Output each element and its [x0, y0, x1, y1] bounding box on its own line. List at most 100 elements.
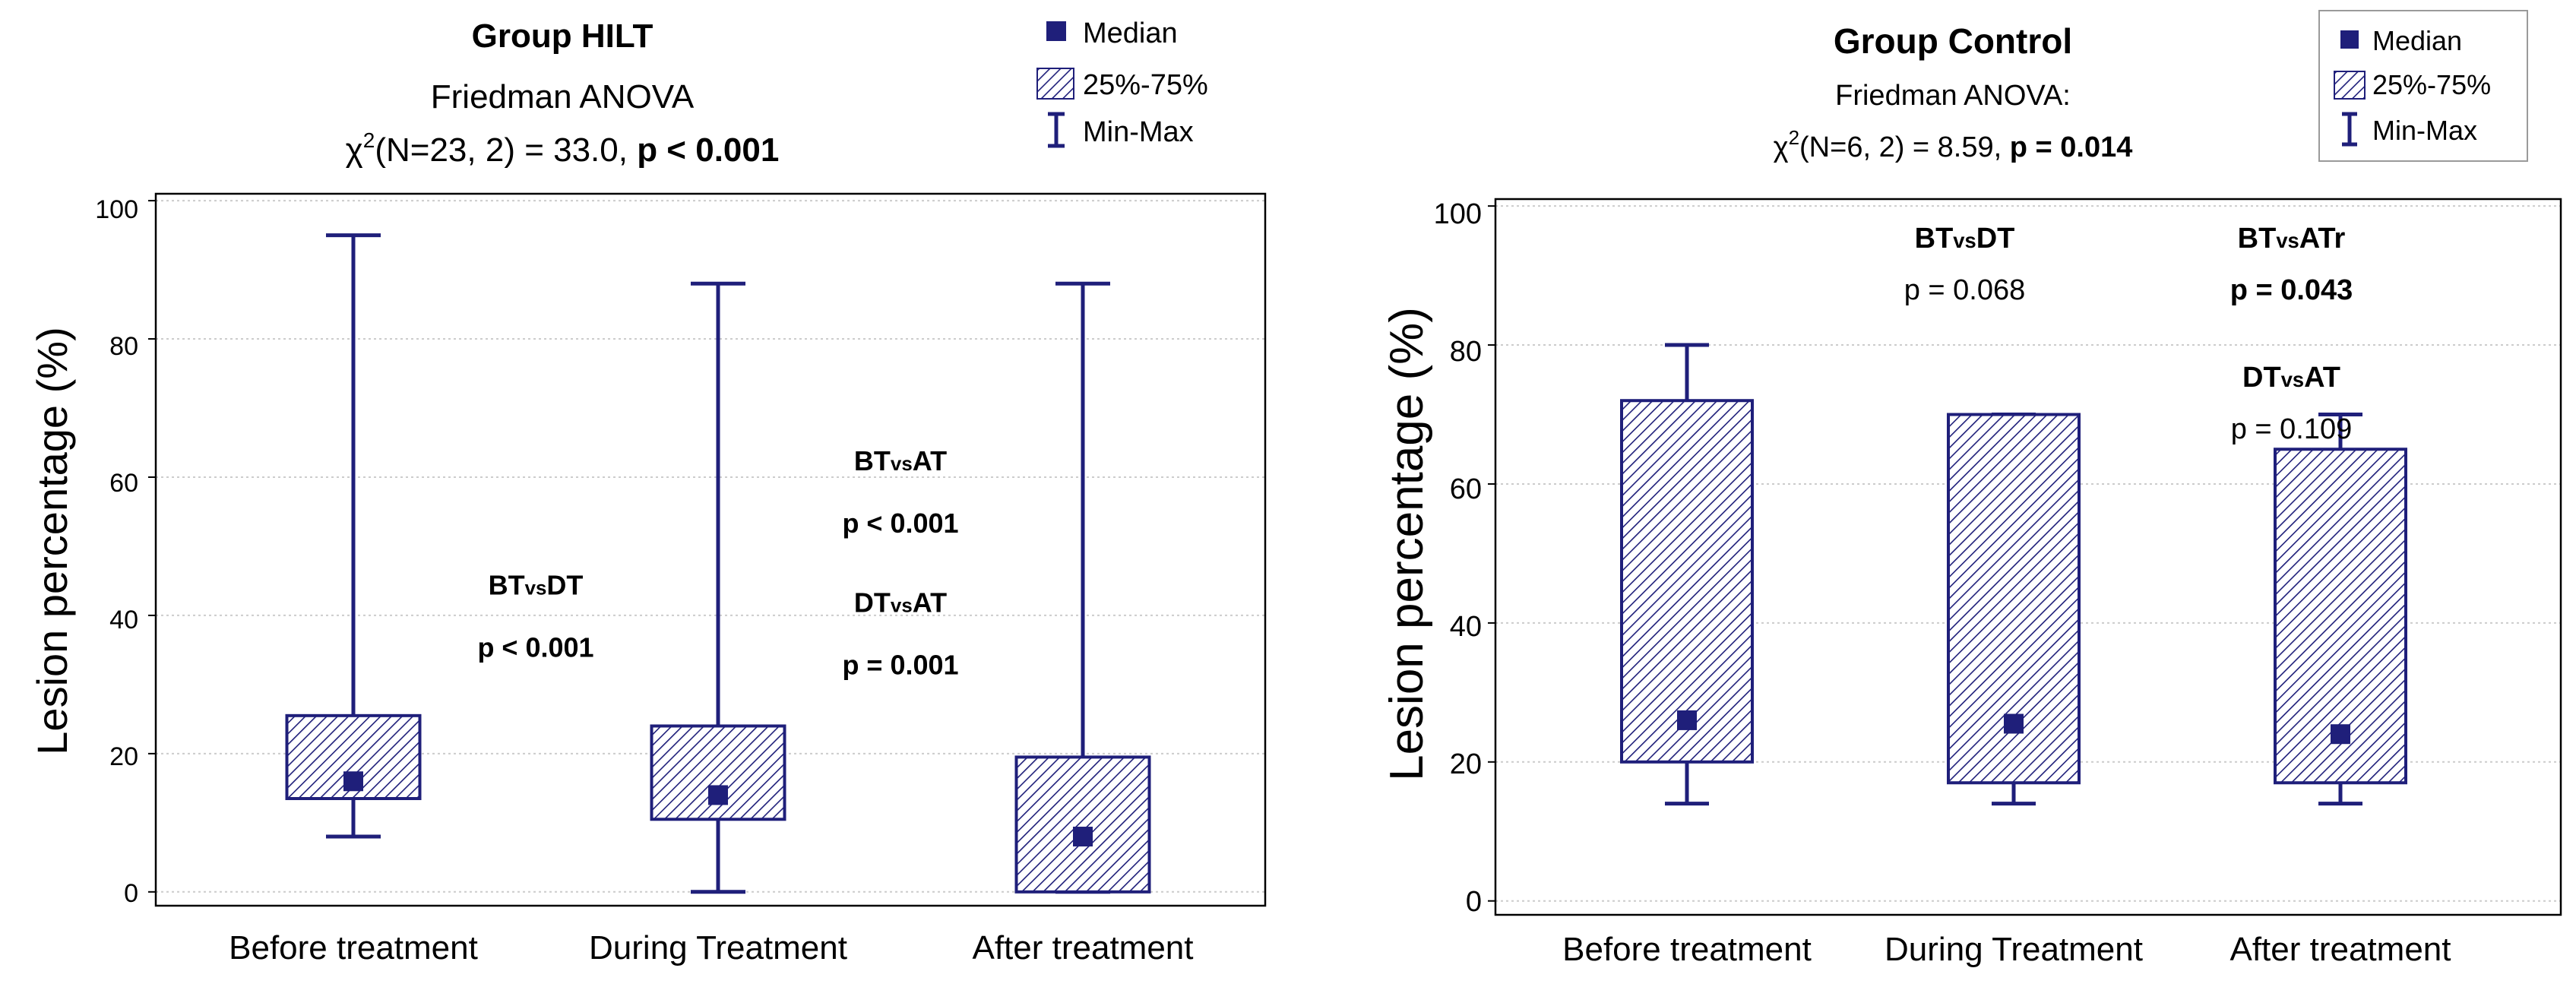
comparison-label: DTvsAT	[854, 587, 947, 618]
comparison-p-value: p = 0.043	[2230, 274, 2353, 306]
x-category-label: After treatment	[2229, 931, 2451, 968]
comparison-vs: vs	[891, 595, 913, 616]
box-1	[285, 233, 422, 839]
comparison-label: BTvsAT	[854, 445, 947, 476]
y-ticks: 0 20 40 60 80 100	[95, 195, 138, 908]
comparison-group-b: AT	[2299, 223, 2336, 255]
y-tick-label: 40	[109, 606, 138, 634]
comparison-group-b: DT	[1976, 223, 2015, 255]
legend-median-label: Median	[2372, 25, 2462, 56]
legend-median-label: Median	[1083, 17, 1178, 49]
stat-sup: 2	[363, 128, 375, 152]
x-category-label: Before treatment	[1562, 931, 1812, 968]
comparison-p-value: p = 0.068	[1904, 274, 2026, 306]
comparison-group-a: DT	[2242, 362, 2281, 394]
comparison-group-b: AT	[2304, 362, 2340, 394]
comparison-label: BTvsATr	[2238, 223, 2346, 255]
median-marker	[343, 771, 363, 792]
comparison-group-a: BT	[1915, 223, 1954, 255]
plot-frame	[1494, 198, 2562, 916]
comparison-suffix: r	[2334, 223, 2346, 255]
box-1	[1620, 343, 1754, 806]
median-marker	[1073, 827, 1093, 847]
y-tick-label: 40	[1450, 611, 1482, 643]
median-marker	[2004, 713, 2024, 734]
comparison-vs: vs	[891, 454, 913, 475]
legend-range-label: Min-Max	[2372, 115, 2477, 146]
legend: Median 25%-75% Min-Max	[2318, 10, 2528, 162]
comparison-group-a: BT	[854, 445, 891, 476]
y-tick-label: 100	[95, 195, 138, 224]
median-marker	[2331, 724, 2350, 745]
comparison-p-value: p = 0.109	[2231, 413, 2353, 445]
legend-median-marker	[1046, 21, 1066, 41]
y-tick-label: 20	[109, 742, 138, 771]
box-2	[650, 281, 786, 894]
median-marker	[708, 785, 728, 805]
y-tick-label: 80	[109, 332, 138, 361]
y-tick-label: 100	[1434, 198, 1482, 230]
legend-iqr-swatch	[1036, 68, 1074, 100]
stat-p-value: p = 0.014	[2010, 131, 2133, 163]
comparison-vs: vs	[525, 578, 547, 599]
comparison-label: BTvsDT	[1915, 223, 2015, 255]
comparison-p-value: p = 0.001	[842, 649, 958, 680]
chart-title: Group Control	[1834, 21, 2072, 61]
iqr-box	[1620, 399, 1754, 764]
comparison-group-a: BT	[2238, 223, 2277, 255]
comparison-vs: vs	[1953, 229, 1976, 252]
legend-median-marker	[2340, 30, 2359, 49]
legend-range-label: Min-Max	[1083, 116, 1194, 148]
comparison-group-a: BT	[489, 570, 525, 601]
x-tick-labels: Before treatment During Treatment After …	[1562, 931, 2451, 968]
x-category-label: Before treatment	[229, 929, 478, 966]
y-tick-label: 0	[124, 879, 138, 908]
comparison-vs: vs	[2276, 229, 2299, 252]
chart-statistic: χ2(N=6, 2) = 8.59, p = 0.014	[1774, 126, 2133, 163]
median-marker	[1677, 710, 1697, 730]
box-3	[2274, 413, 2407, 806]
stat-chi: χ	[346, 131, 363, 169]
legend-iqr-label: 25%-75%	[1083, 69, 1208, 101]
stat-p-value: p < 0.001	[637, 131, 779, 169]
chart-subtitle: Friedman ANOVA	[431, 78, 695, 115]
stat-body: (N=6, 2) = 8.59,	[1799, 131, 2010, 163]
iqr-box	[1014, 755, 1151, 894]
plot-frame	[154, 192, 1267, 907]
y-axis-label: Lesion percentage (%)	[1381, 307, 1433, 781]
legend-iqr-swatch	[2334, 71, 2366, 100]
panel-group-hilt: Group HILT Friedman ANOVA χ2(N=23, 2) = …	[28, 17, 1267, 966]
y-tick-label: 60	[1450, 473, 1482, 505]
comparison-group-a: DT	[854, 587, 891, 618]
y-tick-label: 0	[1466, 886, 1482, 918]
box-2	[1947, 413, 2081, 806]
y-ticks: 0 20 40 60 80 100	[1434, 198, 1482, 918]
legend-iqr-label: 25%-75%	[2372, 69, 2491, 100]
comparison-group-b: AT	[913, 587, 947, 618]
comparison-p-value: p < 0.001	[477, 632, 593, 663]
stat-chi: χ	[1774, 131, 1789, 163]
legend-range-icon	[2342, 112, 2357, 147]
stat-body: (N=23, 2) = 33.0,	[375, 131, 637, 169]
legend-range-icon	[1048, 112, 1065, 148]
iqr-box	[285, 713, 422, 800]
comparison-p-value: p < 0.001	[842, 508, 958, 539]
chart-title: Group HILT	[472, 17, 653, 55]
y-tick-label: 20	[1450, 748, 1482, 780]
comparison-label: DTvsAT	[2242, 362, 2340, 394]
x-category-label: During Treatment	[1885, 931, 2143, 968]
x-tick-labels: Before treatment During Treatment After …	[229, 929, 1193, 966]
box-3	[1014, 281, 1151, 894]
legend: Median 25%-75% Min-Max	[1036, 17, 1208, 148]
panel-group-control: Group Control Friedman ANOVA: χ2(N=6, 2)…	[1381, 10, 2562, 968]
comparison-group-b: DT	[546, 570, 583, 601]
stat-sup: 2	[1789, 126, 1799, 149]
comparison-group-b: AT	[913, 445, 947, 476]
comparison-vs: vs	[2281, 368, 2304, 391]
y-tick-label: 60	[109, 469, 138, 498]
comparison-label: BTvsDT	[489, 570, 584, 601]
y-axis-label: Lesion percentage (%)	[28, 327, 76, 754]
